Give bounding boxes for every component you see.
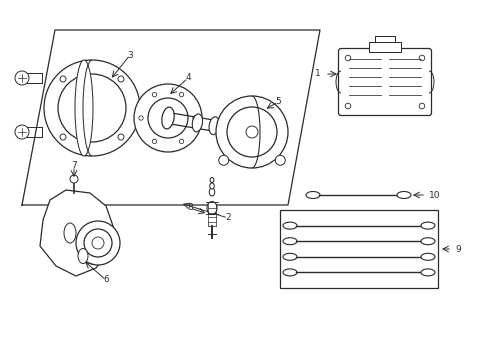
Circle shape [192, 116, 197, 120]
Ellipse shape [78, 248, 88, 264]
Circle shape [226, 107, 276, 157]
Circle shape [70, 175, 78, 183]
Ellipse shape [75, 60, 93, 156]
Circle shape [15, 125, 29, 139]
Circle shape [179, 93, 183, 97]
Bar [368, 42, 400, 52]
Text: 6: 6 [103, 275, 109, 284]
Ellipse shape [245, 121, 258, 143]
Ellipse shape [420, 269, 434, 276]
Ellipse shape [420, 253, 434, 260]
Ellipse shape [283, 238, 296, 245]
Ellipse shape [192, 114, 202, 132]
Text: 4: 4 [185, 73, 190, 82]
Ellipse shape [206, 202, 217, 215]
Circle shape [152, 139, 156, 144]
Ellipse shape [396, 192, 410, 198]
Circle shape [218, 155, 228, 165]
Ellipse shape [209, 183, 214, 189]
Text: 2: 2 [225, 213, 230, 222]
Circle shape [84, 229, 112, 257]
Text: 3: 3 [127, 50, 133, 59]
Text: 9: 9 [454, 244, 460, 253]
Text: 5: 5 [275, 98, 280, 107]
FancyBboxPatch shape [338, 49, 430, 116]
Polygon shape [40, 190, 113, 276]
Circle shape [76, 221, 120, 265]
Ellipse shape [162, 107, 174, 129]
Ellipse shape [420, 222, 434, 229]
Text: 8: 8 [187, 203, 192, 212]
Circle shape [152, 93, 156, 97]
Bar [280, 210, 437, 288]
Circle shape [345, 103, 350, 109]
Bar [374, 36, 394, 42]
Circle shape [148, 98, 187, 138]
Circle shape [418, 103, 424, 109]
Circle shape [92, 237, 104, 249]
Circle shape [345, 55, 350, 61]
Circle shape [44, 60, 140, 156]
Text: 1: 1 [315, 69, 320, 78]
Ellipse shape [420, 238, 434, 245]
Circle shape [245, 126, 258, 138]
Circle shape [139, 116, 143, 120]
Circle shape [134, 84, 202, 152]
Circle shape [275, 155, 285, 165]
Circle shape [179, 139, 183, 144]
Ellipse shape [283, 253, 296, 260]
Circle shape [60, 134, 66, 140]
Ellipse shape [209, 188, 214, 196]
Text: 10: 10 [428, 190, 440, 199]
Ellipse shape [210, 177, 213, 183]
Circle shape [118, 76, 124, 82]
Ellipse shape [305, 192, 319, 198]
Ellipse shape [209, 117, 219, 135]
Circle shape [118, 134, 124, 140]
Ellipse shape [283, 269, 296, 276]
Ellipse shape [283, 222, 296, 229]
Circle shape [216, 96, 287, 168]
Circle shape [15, 71, 29, 85]
Circle shape [418, 55, 424, 61]
Ellipse shape [64, 223, 76, 243]
Circle shape [58, 74, 126, 142]
Text: 7: 7 [71, 162, 77, 171]
Circle shape [60, 76, 66, 82]
